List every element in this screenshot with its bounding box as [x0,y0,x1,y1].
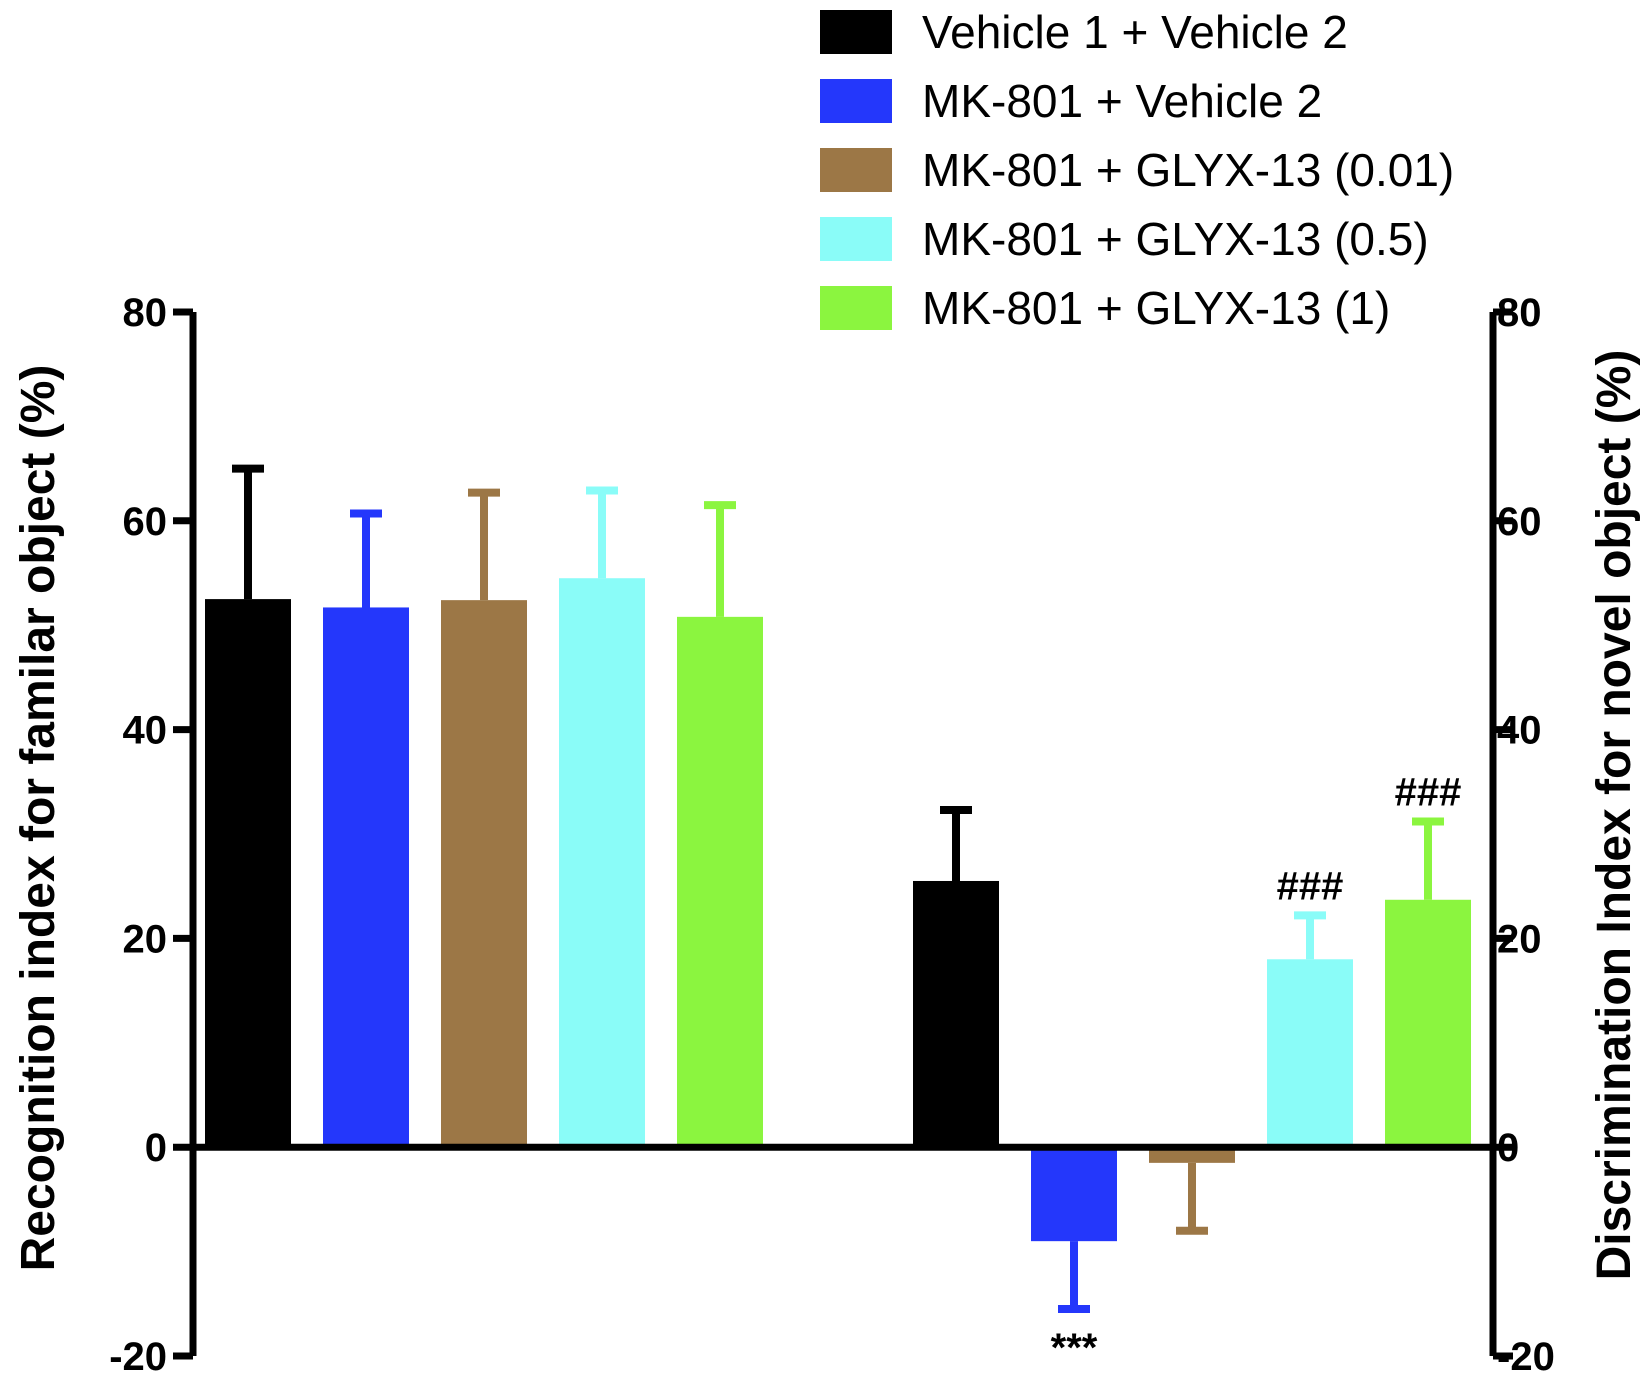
annotations-layer: *** ### ### [1051,770,1462,1370]
left-tick-label-0: -20 [109,1335,167,1376]
axes-layer: -20 -20 0 0 20 20 40 40 60 60 80 80 [109,291,1555,1376]
legend-label-0: Vehicle 1 + Vehicle 2 [922,6,1348,58]
bar-discrimination-3 [1267,959,1353,1148]
bar-recognition-0 [205,599,291,1148]
legend-swatch-4 [820,286,892,330]
legend: Vehicle 1 + Vehicle 2 MK-801 + Vehicle 2 M… [820,6,1454,334]
legend-label-2: MK-801 + GLYX-13 (0.01) [922,144,1454,196]
bar-discrimination-2 [1149,1147,1235,1163]
legend-swatch-3 [820,217,892,261]
legend-swatch-0 [820,10,892,54]
right-tick-label-5: 80 [1497,291,1542,335]
right-tick-label-1: 0 [1497,1126,1519,1170]
left-tick-label-2: 20 [123,917,168,961]
bar-recognition-1 [323,607,409,1148]
bar-discrimination-0 [913,880,999,1148]
legend-label-4: MK-801 + GLYX-13 (1) [922,282,1390,334]
right-tick-label-0: -20 [1497,1335,1555,1376]
significance-label-1-1: *** [1051,1326,1098,1370]
legend-swatch-2 [820,148,892,192]
error-bars-layer [232,464,1444,1314]
bar-discrimination-1 [1031,1147,1117,1242]
right-axis-title: Discrimination Index for novel object (%… [1588,350,1641,1281]
right-tick-label-2: 20 [1497,917,1542,961]
bar-recognition-4 [677,616,763,1148]
bar-recognition-2 [441,600,527,1148]
legend-label-3: MK-801 + GLYX-13 (0.5) [922,213,1429,265]
legend-label-1: MK-801 + Vehicle 2 [922,75,1322,127]
bar-discrimination-4 [1385,899,1471,1148]
left-tick-label-4: 60 [123,500,168,544]
significance-label-1-4: ### [1395,770,1462,814]
left-tick-label-1: 0 [145,1126,167,1170]
significance-label-1-3: ### [1277,864,1344,908]
bars-layer [205,578,1471,1242]
left-tick-label-5: 80 [123,291,168,335]
legend-swatch-1 [820,79,892,123]
left-tick-label-3: 40 [123,709,168,753]
left-axis-title: Recognition index for familar object (%) [12,365,65,1272]
right-tick-label-4: 60 [1497,500,1542,544]
right-tick-label-3: 40 [1497,709,1542,753]
bar-recognition-3 [559,578,645,1148]
